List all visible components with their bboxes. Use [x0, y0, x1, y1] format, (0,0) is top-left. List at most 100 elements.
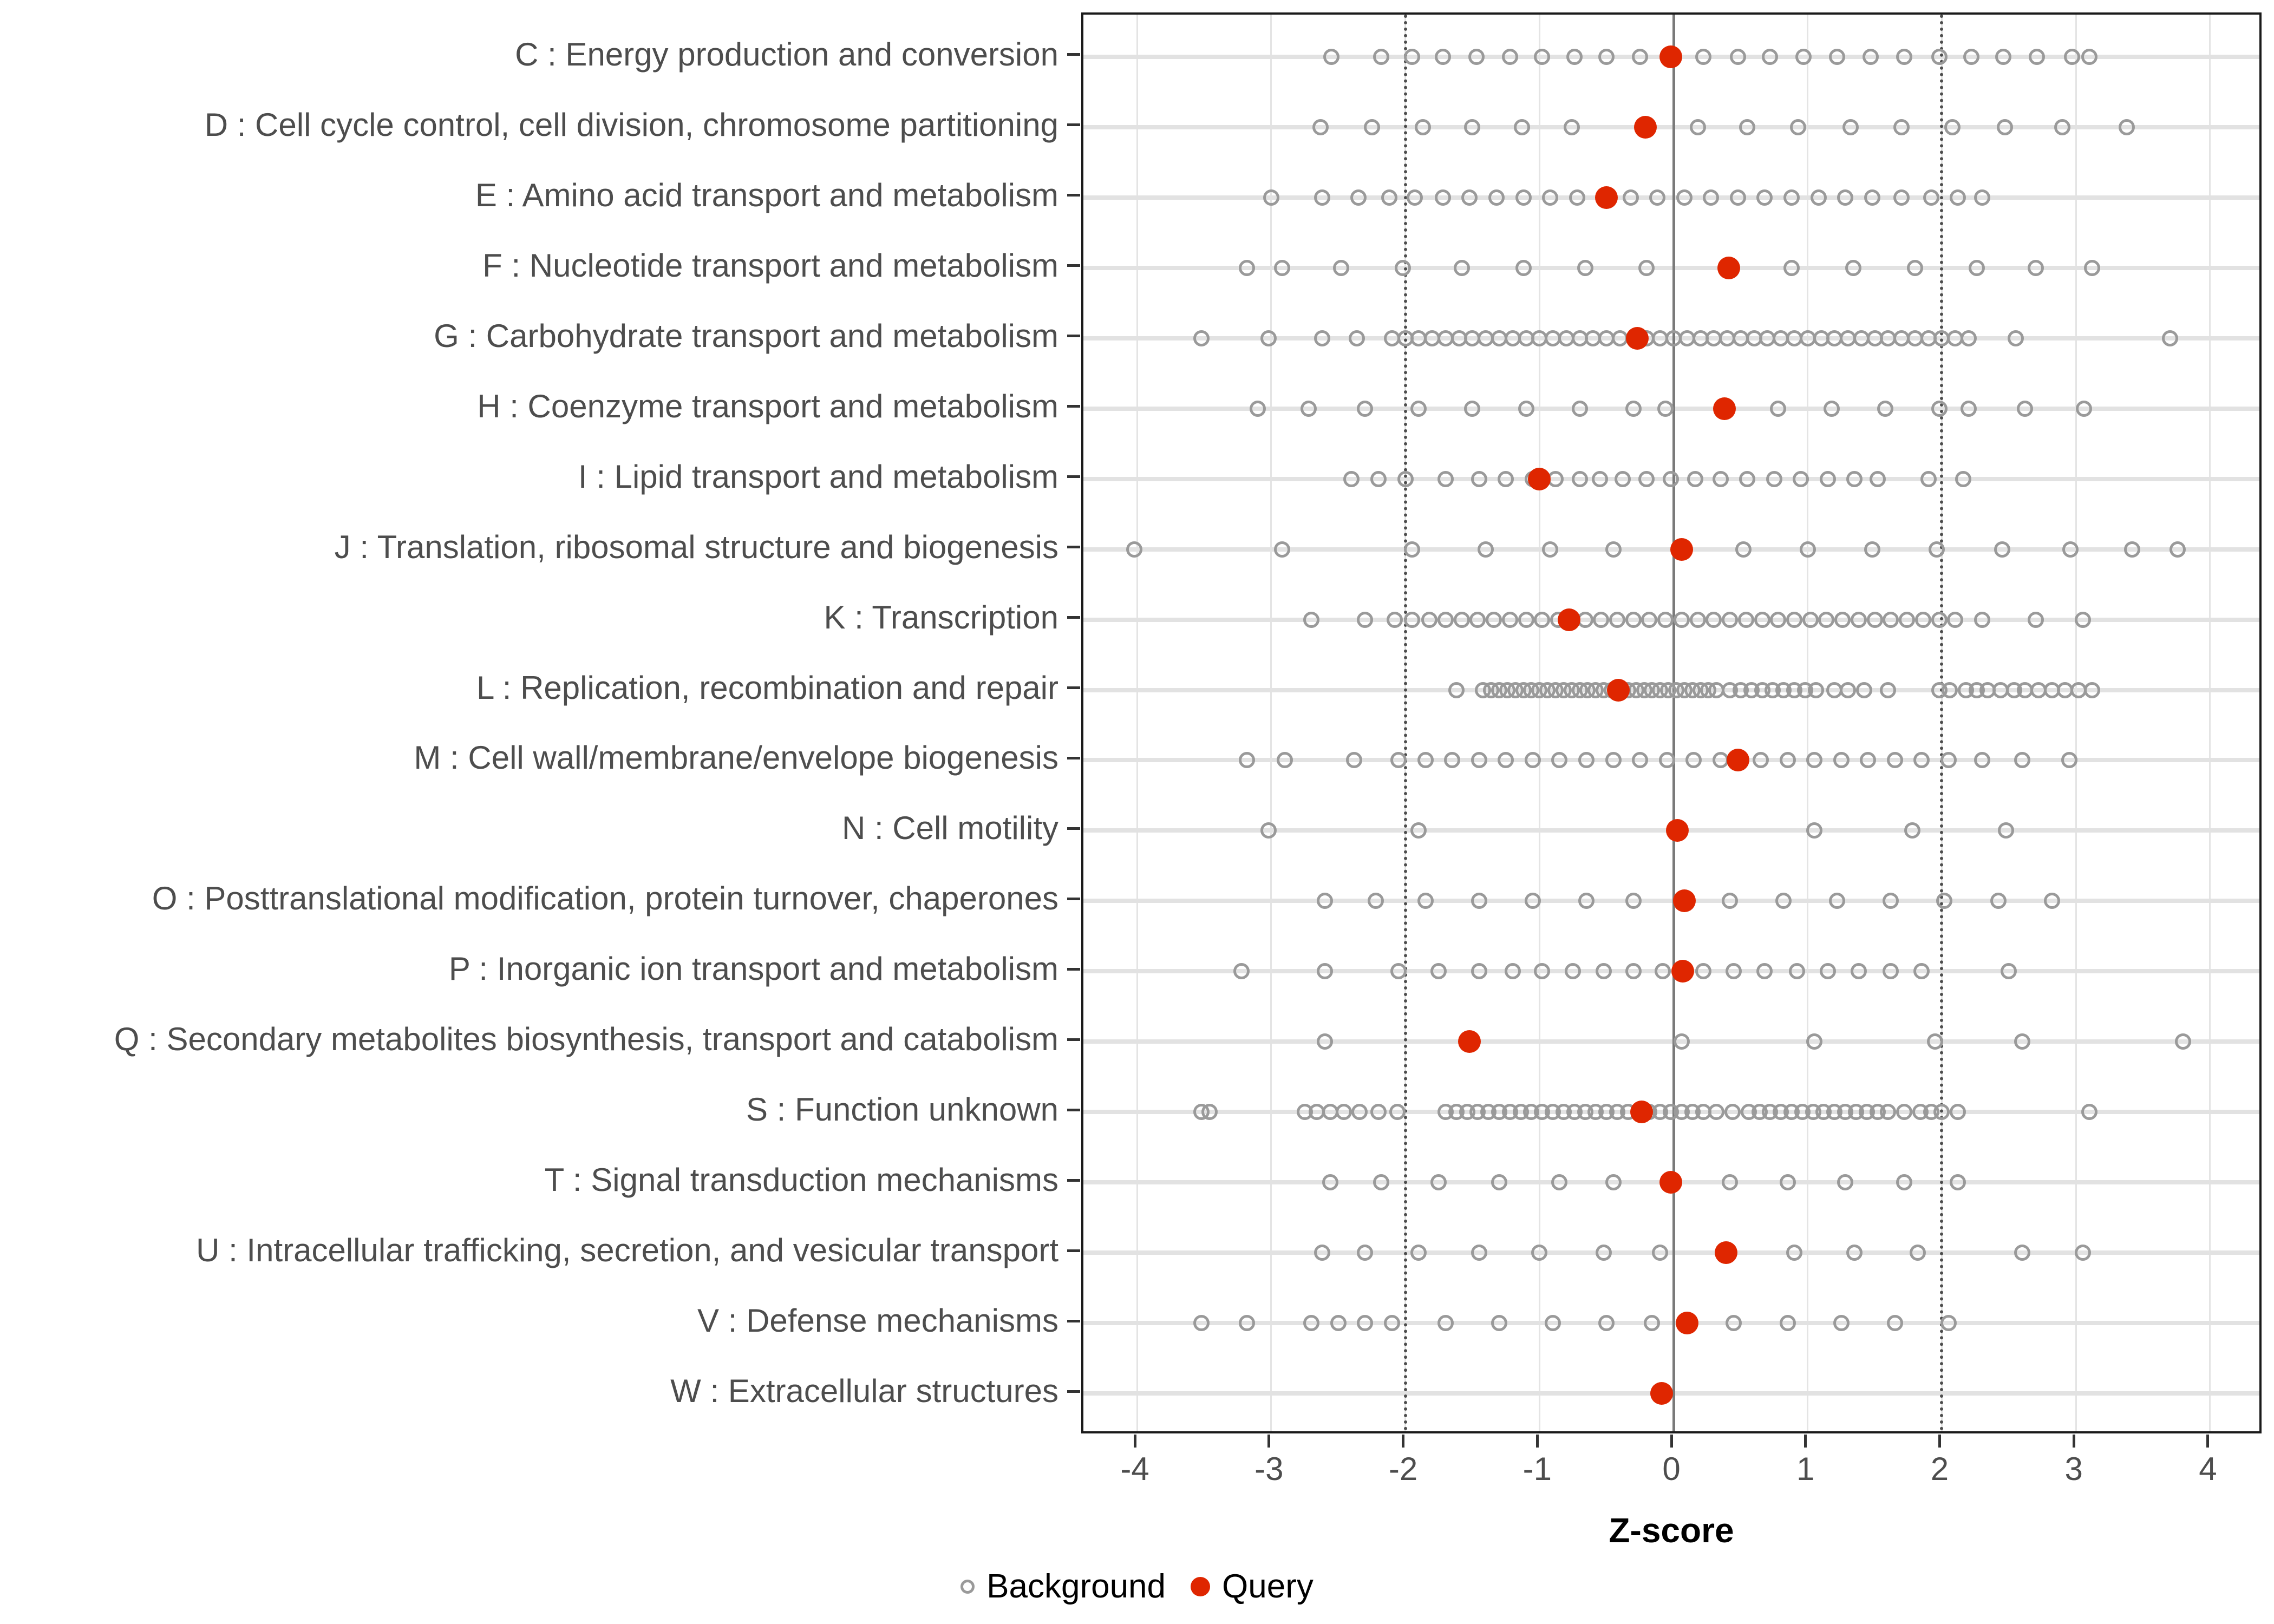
background-point — [1928, 541, 1945, 558]
x-axis-tick — [1938, 1435, 1941, 1448]
query-point[interactable] — [1650, 1382, 1673, 1405]
background-point — [1314, 330, 1330, 346]
background-point — [1845, 259, 1861, 276]
background-point — [1864, 189, 1880, 206]
query-point[interactable] — [1671, 960, 1695, 983]
background-point — [1394, 259, 1411, 276]
background-point — [1641, 611, 1658, 628]
background-point — [1332, 259, 1349, 276]
background-point — [1351, 1104, 1368, 1121]
y-axis-tick — [1067, 53, 1080, 56]
query-point[interactable] — [1659, 1171, 1683, 1194]
background-point — [1381, 189, 1397, 206]
y-axis-tick-label: G : Carbohydrate transport and metabolis… — [434, 317, 1058, 354]
x-axis-tick-label: 2 — [1930, 1451, 1949, 1487]
query-point[interactable] — [1666, 819, 1689, 842]
y-axis-tick-label: F : Nucleotide transport and metabolism — [482, 247, 1058, 284]
query-point[interactable] — [1726, 749, 1749, 772]
y-axis-tick — [1067, 475, 1080, 479]
background-point — [1357, 1245, 1374, 1261]
background-point — [1605, 541, 1622, 558]
background-point — [1644, 1315, 1661, 1332]
background-point — [1498, 752, 1514, 769]
background-point — [2074, 611, 2091, 628]
background-point — [1673, 1033, 1690, 1050]
x-axis-tick — [2072, 1435, 2075, 1448]
y-axis-tick-label: W : Extracellular structures — [670, 1373, 1058, 1410]
background-point — [1657, 611, 1674, 628]
background-point — [1239, 752, 1256, 769]
query-point[interactable] — [1714, 1241, 1737, 1265]
background-point — [1515, 189, 1532, 206]
background-point — [1846, 1245, 1863, 1261]
background-point — [1464, 400, 1481, 417]
background-point — [1685, 752, 1702, 769]
background-point — [1807, 682, 1824, 698]
background-point — [1471, 893, 1487, 909]
query-point[interactable] — [1659, 45, 1683, 68]
background-point — [1886, 752, 1903, 769]
background-point — [1504, 963, 1521, 980]
query-point[interactable] — [1633, 115, 1657, 139]
gridline-horizontal — [1083, 195, 2259, 200]
legend-item-background[interactable]: Background — [960, 1570, 1166, 1603]
background-point — [1598, 48, 1615, 65]
background-point — [1810, 189, 1827, 206]
background-point — [1434, 189, 1451, 206]
query-point[interactable] — [1670, 538, 1693, 561]
query-point[interactable] — [1717, 256, 1740, 279]
background-point — [1950, 189, 1966, 206]
query-point[interactable] — [1595, 186, 1618, 209]
background-point — [1363, 119, 1380, 135]
background-point — [1974, 189, 1990, 206]
y-axis-tick-label: O : Posttranslational modification, prot… — [152, 880, 1058, 917]
y-axis-tick — [1067, 686, 1080, 690]
query-point[interactable] — [1675, 1312, 1698, 1335]
background-marker-icon — [960, 1580, 975, 1594]
background-point — [2043, 893, 2060, 909]
y-axis-tick-label: U : Intracellular trafficking, secretion… — [196, 1232, 1058, 1269]
query-point[interactable] — [1626, 326, 1649, 350]
background-point — [1899, 611, 1916, 628]
query-point[interactable] — [1528, 467, 1551, 490]
y-axis-tick-label: D : Cell cycle control, cell division, c… — [204, 106, 1058, 143]
background-point — [1860, 752, 1877, 769]
background-point — [1314, 1245, 1330, 1261]
background-point — [1913, 752, 1930, 769]
background-point — [1386, 611, 1403, 628]
query-point[interactable] — [1458, 1030, 1481, 1053]
x-axis-tick — [1133, 1435, 1136, 1448]
background-point — [1799, 541, 1816, 558]
background-point — [1545, 1315, 1561, 1332]
background-point — [1663, 470, 1680, 487]
background-point — [1834, 611, 1851, 628]
background-point — [1722, 1174, 1739, 1191]
background-point — [2170, 541, 2186, 558]
background-point — [1551, 1174, 1568, 1191]
x-axis-tick — [1670, 1435, 1673, 1448]
background-point — [1609, 611, 1625, 628]
background-point — [1464, 119, 1481, 135]
query-point[interactable] — [1630, 1101, 1653, 1124]
background-point — [1335, 1104, 1352, 1121]
background-point — [1430, 963, 1447, 980]
query-marker-icon — [1191, 1577, 1211, 1596]
background-point — [1920, 470, 1937, 487]
background-point — [1906, 259, 1923, 276]
y-axis-tick-label: M : Cell wall/membrane/envelope biogenes… — [414, 739, 1058, 776]
background-point — [1652, 1245, 1669, 1261]
y-axis-tick-label: J : Translation, ribosomal structure and… — [334, 528, 1058, 565]
background-point — [1896, 48, 1913, 65]
reference-line-zero — [1672, 15, 1675, 1431]
query-point[interactable] — [1713, 397, 1736, 420]
query-point[interactable] — [1672, 889, 1696, 913]
query-point[interactable] — [1607, 678, 1630, 702]
legend-item-query[interactable]: Query — [1191, 1570, 1314, 1603]
background-point — [1468, 48, 1485, 65]
background-point — [1737, 611, 1754, 628]
query-point[interactable] — [1557, 608, 1580, 631]
background-point — [1471, 963, 1487, 980]
x-axis-tick-label: -3 — [1254, 1451, 1284, 1487]
legend-label-background: Background — [986, 1568, 1166, 1605]
background-point — [1498, 470, 1514, 487]
